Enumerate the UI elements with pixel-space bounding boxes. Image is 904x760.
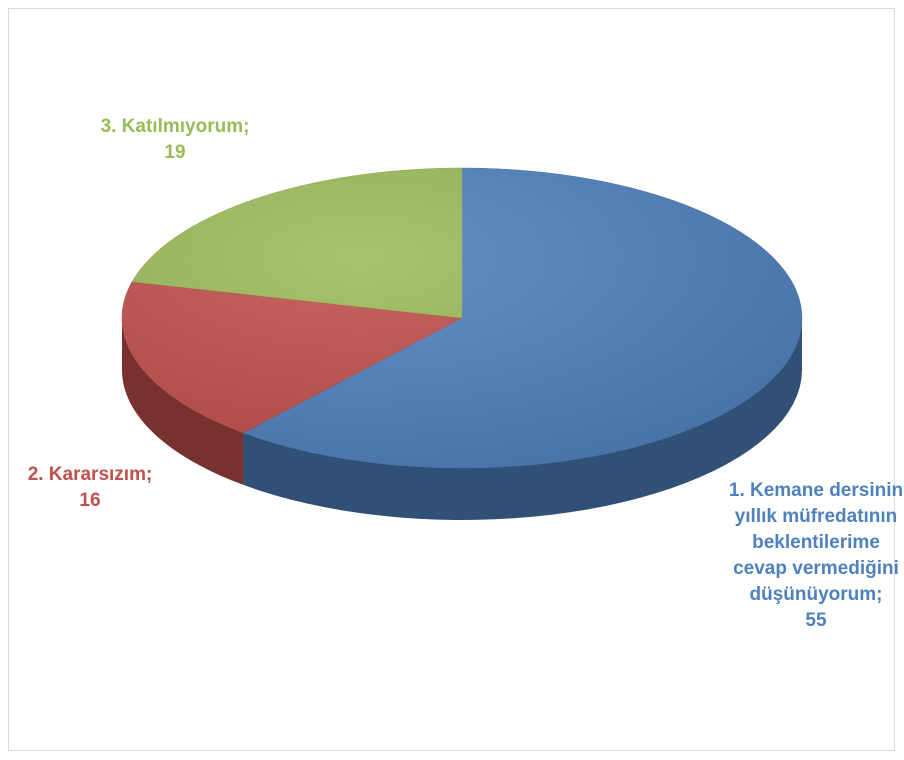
pie-slice-side bbox=[243, 318, 802, 520]
data-label: 2. Kararsızım; 16 bbox=[10, 462, 170, 514]
data-label-category: 1. Kemane dersinin yıllık müfredatının b… bbox=[728, 480, 904, 605]
data-label-separator: ; bbox=[243, 116, 250, 137]
data-label-separator: ; bbox=[876, 584, 883, 605]
data-label-category: 2. Kararsızım bbox=[27, 464, 146, 485]
data-label-value: 16 bbox=[79, 490, 101, 511]
data-label-category: 3. Katılmıyorum bbox=[100, 116, 244, 137]
data-label: 1. Kemane dersinin yıllık müfredatının b… bbox=[726, 478, 904, 634]
data-label-separator: ; bbox=[145, 464, 153, 485]
data-label: 3. Katılmıyorum; 19 bbox=[90, 114, 260, 166]
data-label-value: 19 bbox=[164, 142, 186, 163]
data-label-value: 55 bbox=[805, 610, 827, 631]
